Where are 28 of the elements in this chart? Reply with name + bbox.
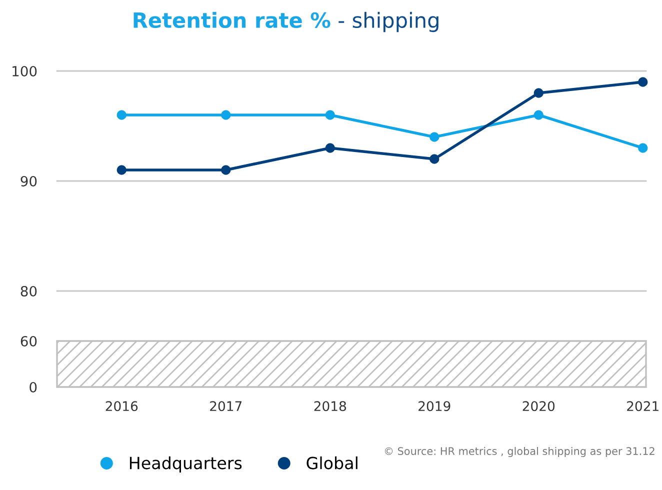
point (221, 165, 231, 175)
point (221, 110, 231, 120)
point (534, 110, 544, 120)
x-tick-label: 2018 (314, 401, 346, 412)
x-tick-label: 2021 (627, 401, 658, 412)
point (325, 110, 335, 120)
y-tick-label: 90 (20, 176, 37, 186)
text: © Source: HR metrics , global shipping as per 31.12 (385, 446, 654, 458)
point (116, 165, 126, 175)
point (325, 143, 335, 153)
x-tick-label: 2016 (106, 401, 138, 412)
y-tick-label: 0 (30, 382, 37, 392)
y-tick-label: 80 (20, 286, 37, 296)
point (638, 77, 648, 87)
x-tick-label: 2019 (418, 401, 450, 412)
y-tick-label: 60 (20, 336, 37, 346)
point (116, 110, 126, 120)
point (638, 143, 648, 153)
point (534, 88, 544, 98)
x-tick-label: 2017 (210, 401, 242, 412)
point (430, 154, 440, 164)
point (430, 132, 440, 142)
y-tick-label: 100 (12, 66, 37, 76)
chart-title: Retention rate % (134, 12, 330, 28)
legend-label: Global (306, 456, 358, 470)
chart-subtitle: - shipping (338, 12, 438, 32)
legend-label: Headquarters (130, 456, 242, 473)
x-tick-label: 2020 (522, 401, 555, 412)
